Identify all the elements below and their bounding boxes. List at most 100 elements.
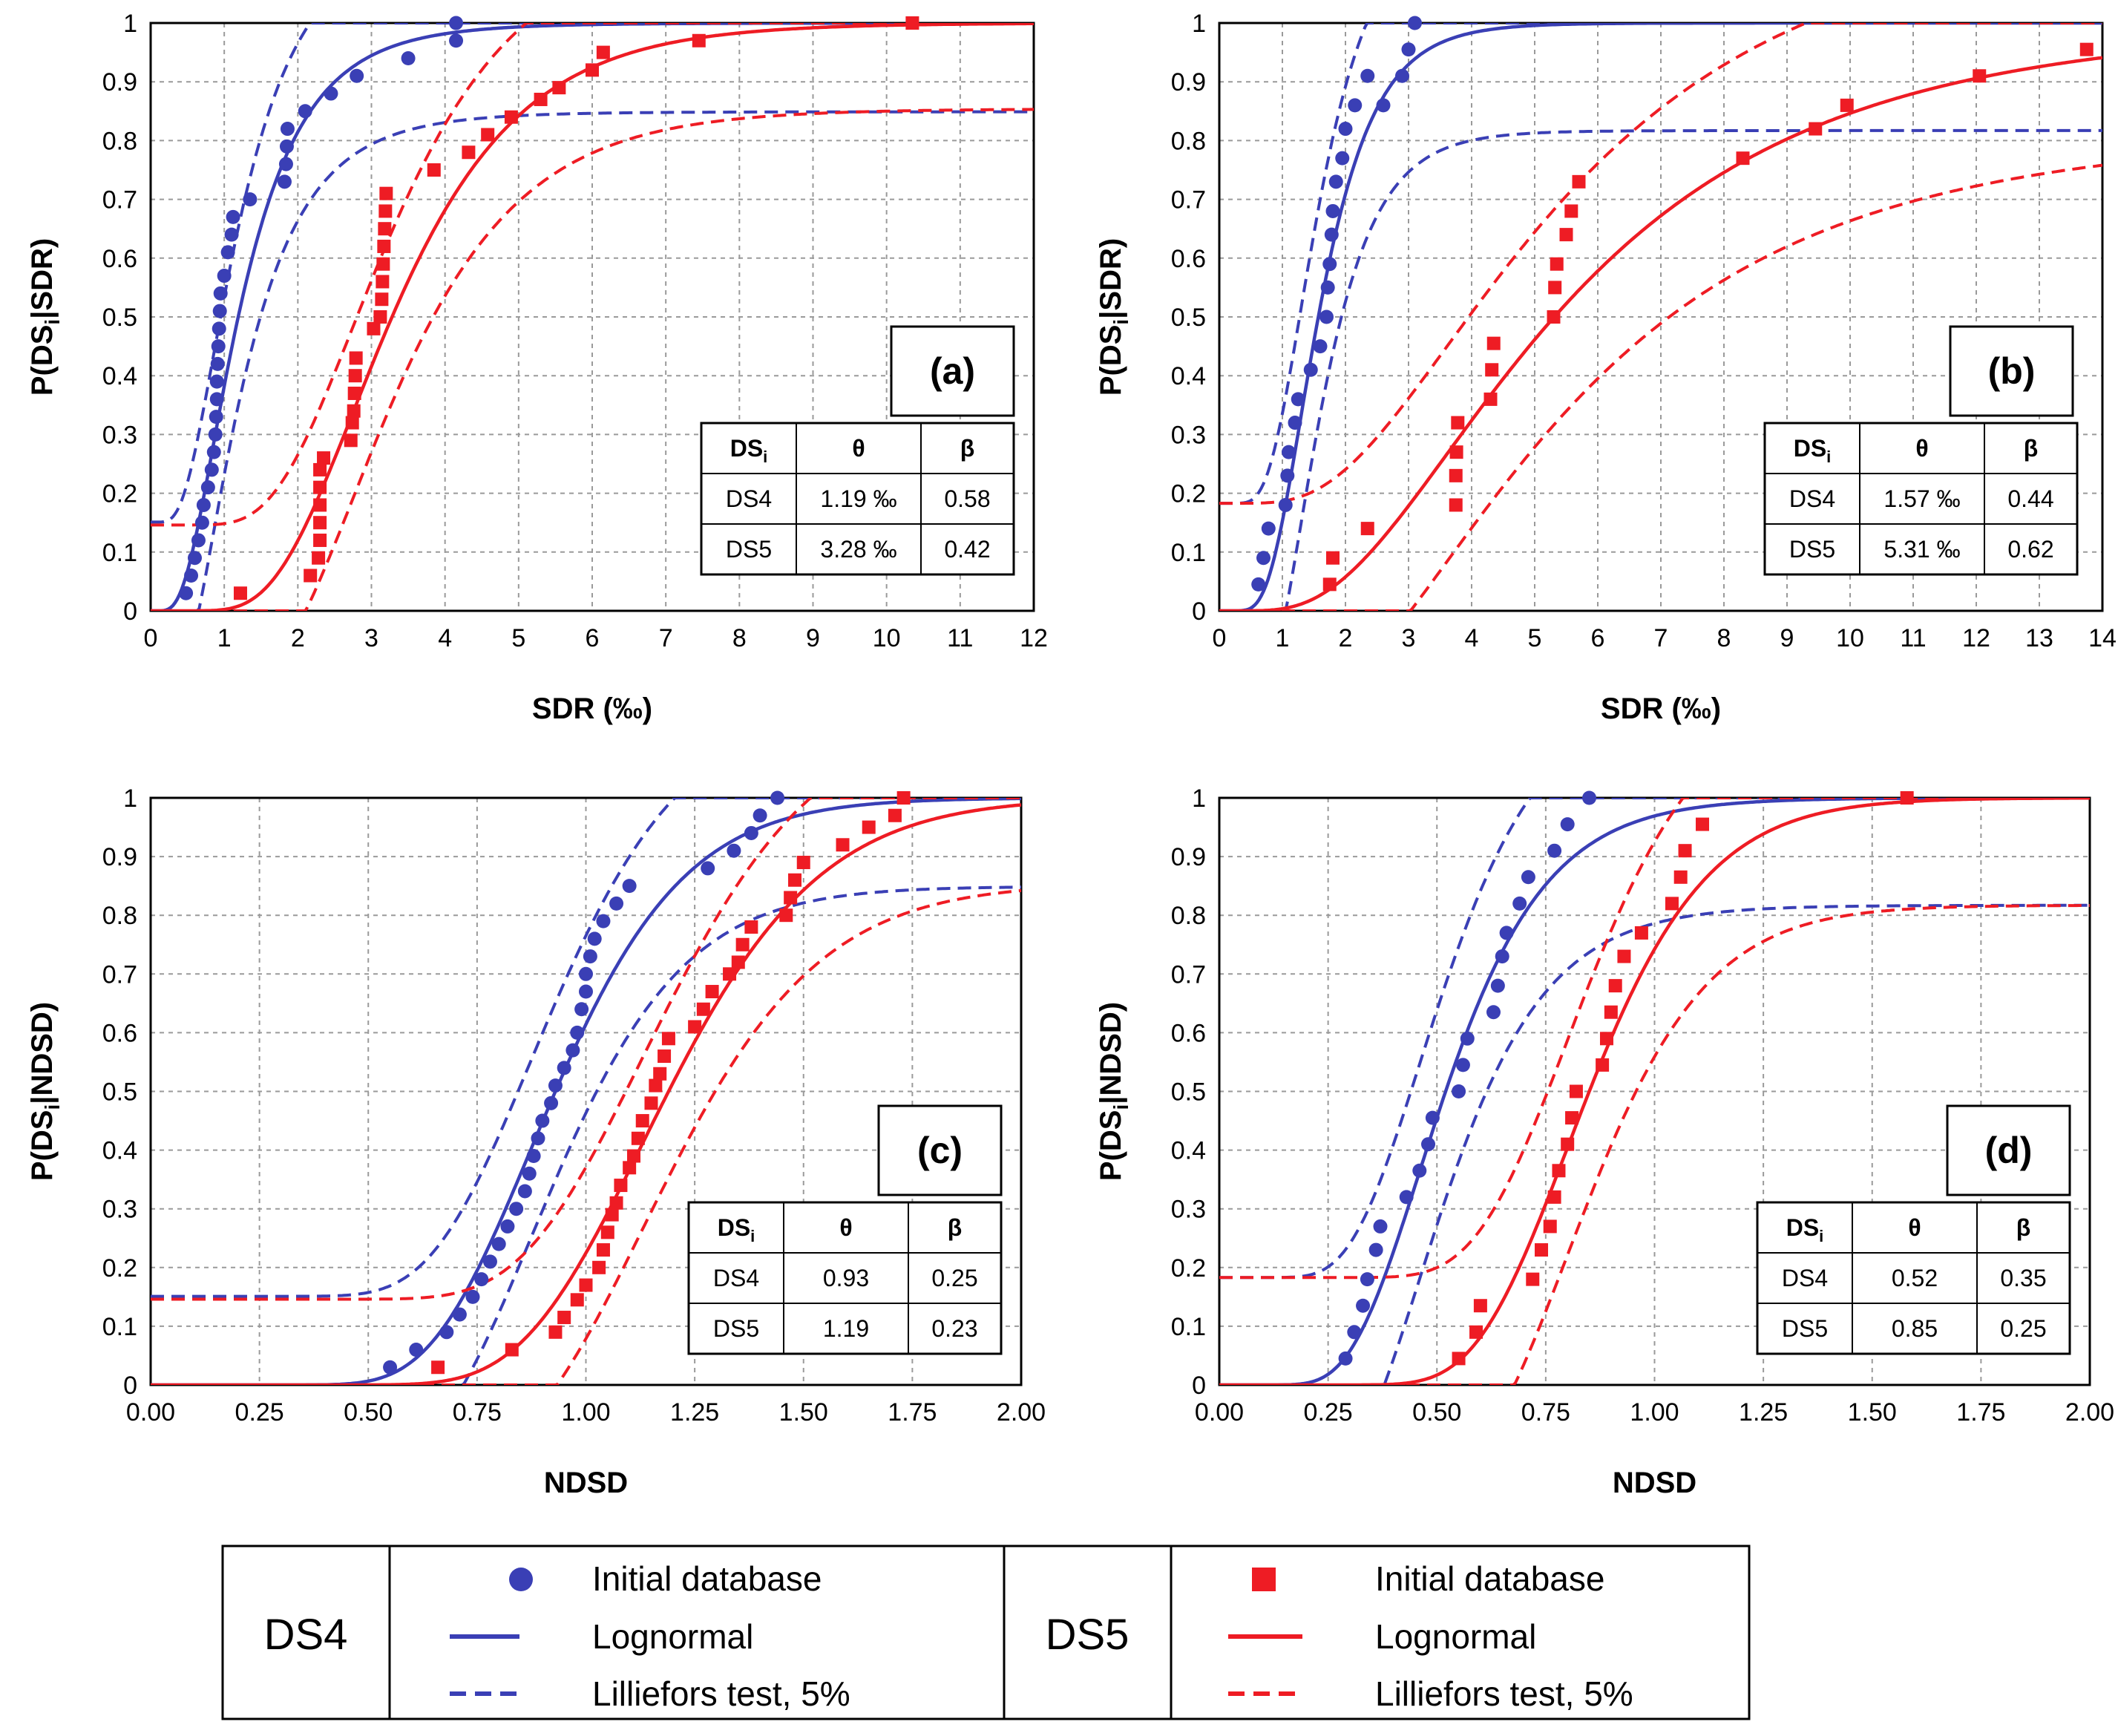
table-header-sub: i bbox=[750, 1227, 755, 1245]
table-cell: 0.52 bbox=[1892, 1265, 1938, 1291]
x-tick-label: 9 bbox=[806, 624, 820, 652]
ds5-data-point bbox=[1449, 468, 1463, 482]
panel-label: (b) bbox=[1988, 350, 2036, 392]
panel-label: (d) bbox=[1985, 1130, 2033, 1171]
y-tick-label: 1 bbox=[123, 10, 137, 38]
y-tick-label: 0.5 bbox=[1171, 304, 1206, 332]
ds4-data-point bbox=[278, 157, 293, 171]
ds5-data-point bbox=[635, 1114, 649, 1128]
y-axis-label-main: P(DS bbox=[1095, 1110, 1127, 1182]
y-tick-label: 1 bbox=[123, 785, 137, 813]
x-tick-label: 0.00 bbox=[126, 1398, 175, 1427]
ds5-data-point bbox=[1809, 122, 1823, 136]
chart-panel-3: 0.00 0.25 0.50 0.75 1.00 1.25 1.50 1.75 2.00 0 0.1… bbox=[26, 785, 1046, 1499]
ds5-data-point bbox=[1736, 151, 1750, 166]
y-tick-label: 0.1 bbox=[1171, 1313, 1206, 1341]
x-tick-label: 1.00 bbox=[561, 1398, 610, 1427]
y-tick-label: 0.1 bbox=[102, 539, 137, 567]
ds5-data-point bbox=[605, 1208, 619, 1222]
ds4-data-point bbox=[744, 825, 758, 840]
x-tick-label: 10 bbox=[873, 624, 901, 652]
ds5-data-point bbox=[1634, 926, 1648, 940]
parameter-table: DSi θ β DS4 0.52 0.35 DS5 0.85 0.25 bbox=[1756, 1201, 2071, 1355]
ds5-data-point bbox=[347, 404, 361, 418]
ds4-data-point bbox=[1347, 1325, 1362, 1340]
ds4-data-point bbox=[383, 1360, 398, 1375]
ds4-data-point bbox=[179, 586, 194, 600]
legend-ds4-item-3: Lilliefors test, 5% bbox=[592, 1674, 850, 1713]
ds4-data-point bbox=[1261, 521, 1276, 536]
ds4-points bbox=[383, 790, 785, 1375]
ds4-data-point bbox=[213, 286, 228, 301]
ds4-data-point bbox=[217, 269, 232, 284]
ds4-data-point bbox=[401, 51, 416, 66]
x-tick-label: 1.50 bbox=[1848, 1398, 1897, 1427]
table-header: β bbox=[948, 1214, 963, 1241]
x-tick-label: 12 bbox=[1962, 624, 1990, 652]
ds4-data-point bbox=[701, 861, 715, 876]
ds5-data-point bbox=[600, 1225, 614, 1239]
x-tick-label: 1.50 bbox=[779, 1398, 828, 1427]
x-tick-label: 0.75 bbox=[1521, 1398, 1570, 1427]
ds5-data-point bbox=[1564, 204, 1578, 218]
y-tick-label: 0 bbox=[123, 597, 137, 626]
ds4-data-point bbox=[531, 1131, 545, 1146]
ds4-data-point bbox=[1288, 416, 1302, 430]
ds4-data-point bbox=[212, 321, 226, 336]
y-tick-label: 0.5 bbox=[1171, 1078, 1206, 1107]
x-tick-label: 0.25 bbox=[235, 1398, 284, 1427]
y-tick-label: 0.3 bbox=[1171, 1196, 1206, 1224]
ds5-data-point bbox=[313, 533, 327, 547]
ds5-data-point bbox=[1548, 281, 1562, 295]
ds5-data-point bbox=[1617, 949, 1631, 963]
ds5-lilliefors-lower bbox=[1219, 904, 2090, 1385]
ds5-data-point bbox=[373, 310, 387, 324]
ds5-data-point bbox=[1483, 392, 1498, 406]
x-tick-label: 7 bbox=[1654, 624, 1668, 652]
ds5-data-point bbox=[1665, 897, 1679, 911]
table-cell: 0.42 bbox=[944, 536, 990, 563]
ds5-data-point bbox=[862, 820, 876, 834]
table-header: DSi bbox=[1786, 1214, 1824, 1245]
y-tick-label: 0.8 bbox=[1171, 902, 1206, 930]
table-header-main: β bbox=[960, 435, 975, 462]
ds5-data-point bbox=[312, 551, 326, 565]
chart-panels: 0 1 2 3 4 5 6 7 8 9 10 11 1200.10.20.30.40.50.60.70.… bbox=[26, 10, 2117, 1499]
ds4-data-point bbox=[509, 1202, 524, 1216]
ds5-data-point bbox=[623, 1161, 637, 1175]
ds4-data-point bbox=[279, 139, 294, 154]
ds5-data-point bbox=[504, 110, 518, 124]
ds5-data-point bbox=[692, 33, 706, 48]
table-frame bbox=[700, 422, 1015, 576]
legend-ds5-item-2: Lognormal bbox=[1375, 1617, 1536, 1656]
ds5-data-point bbox=[1469, 1325, 1483, 1339]
legend-ds5-item-3: Lilliefors test, 5% bbox=[1375, 1674, 1633, 1713]
y-tick-label: 0 bbox=[1192, 597, 1206, 626]
y-axis-label-rest: |SDR) bbox=[26, 238, 59, 319]
x-tick-label: 6 bbox=[586, 624, 600, 652]
ds5-data-point bbox=[1673, 870, 1688, 884]
x-tick-label: 5 bbox=[511, 624, 525, 652]
ds5-points bbox=[431, 791, 911, 1375]
ds4-data-point bbox=[557, 1061, 571, 1075]
ds4-data-point bbox=[770, 790, 785, 805]
table-cell: 0.44 bbox=[2007, 485, 2053, 512]
ds5-data-point bbox=[534, 92, 548, 106]
ds5-data-point bbox=[688, 1020, 702, 1034]
ds4-data-point bbox=[1582, 790, 1597, 805]
table-header: DSi bbox=[730, 435, 768, 466]
ds5-data-point bbox=[1326, 551, 1340, 565]
ds5-data-point bbox=[784, 891, 798, 905]
curves bbox=[151, 798, 1021, 1385]
x-tick-label: 7 bbox=[659, 624, 673, 652]
y-tick-label: 0.3 bbox=[102, 421, 137, 449]
ds4-data-point bbox=[1376, 98, 1391, 113]
ds4-data-point bbox=[579, 984, 593, 999]
ds5-data-point bbox=[317, 451, 331, 465]
ds4-data-point bbox=[1356, 1298, 1371, 1313]
ds5-data-point bbox=[1678, 844, 1692, 858]
ds5-data-point bbox=[377, 239, 391, 253]
ds5-data-point bbox=[378, 204, 393, 218]
ds5-data-point bbox=[649, 1078, 663, 1093]
ds5-points bbox=[1452, 791, 1914, 1366]
